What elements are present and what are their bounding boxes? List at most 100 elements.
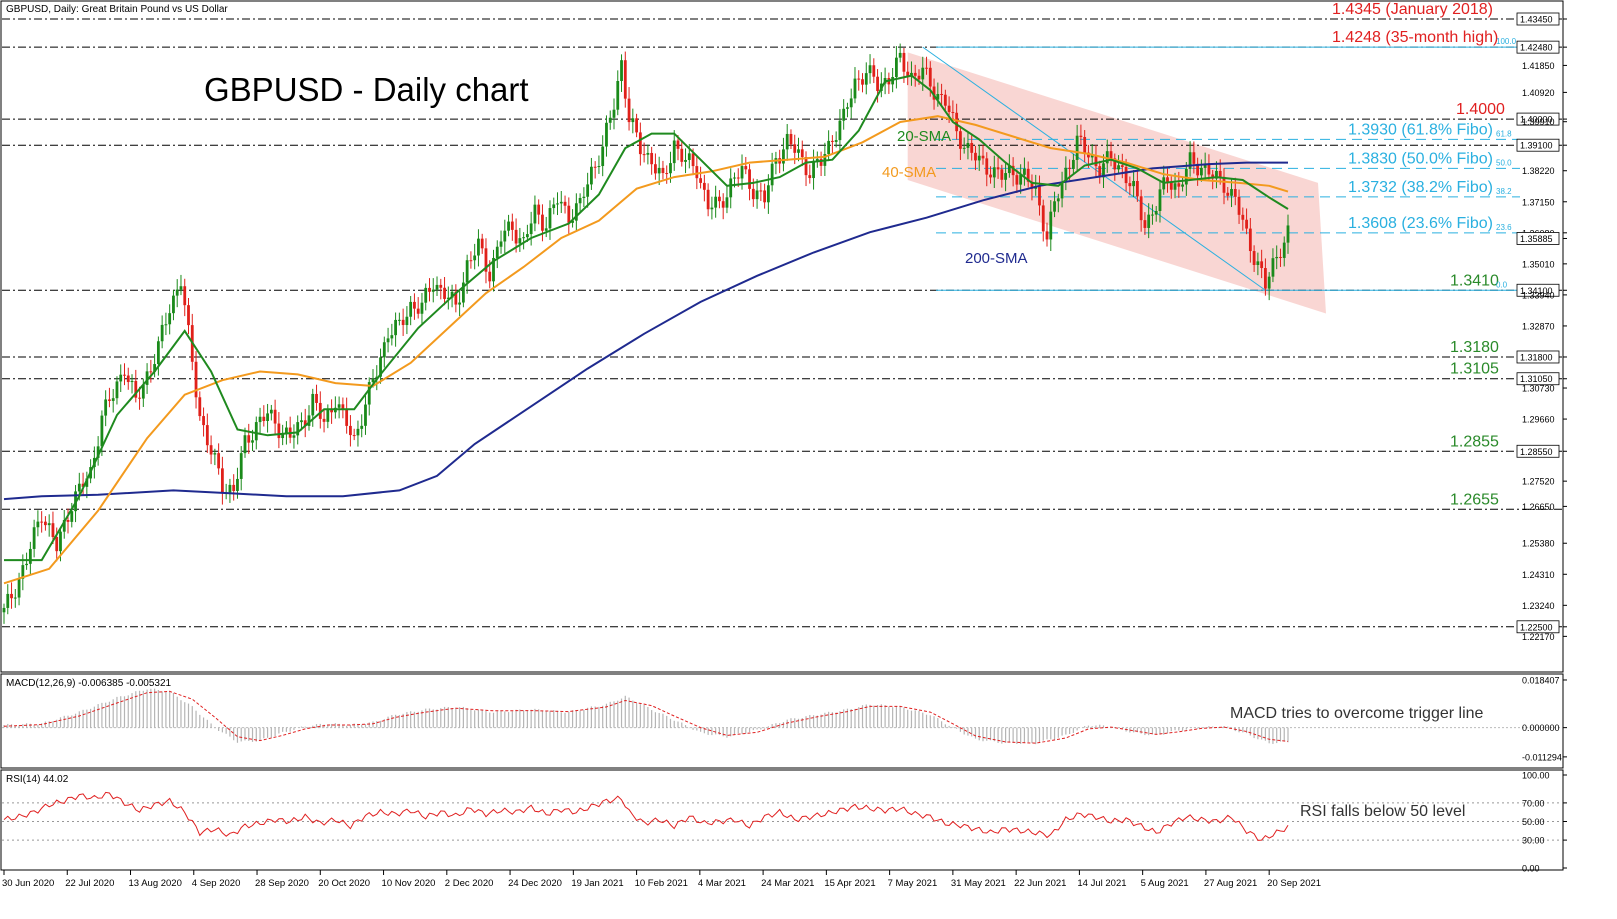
candle-body — [548, 208, 552, 229]
candle-body — [371, 378, 375, 383]
candle-body — [981, 155, 985, 159]
candle-body — [394, 319, 398, 336]
price-tick-label: 1.24310 — [1522, 570, 1555, 580]
candle-body — [254, 422, 258, 441]
candle-body — [951, 111, 955, 113]
candle-body — [800, 149, 804, 158]
candle-body — [1053, 201, 1056, 212]
candle-body — [416, 308, 420, 314]
candle-body — [638, 132, 642, 155]
candle-body — [556, 203, 559, 205]
candle-body — [646, 152, 650, 155]
candle-body — [623, 60, 627, 99]
candle-body — [51, 523, 55, 538]
candle-body — [503, 230, 507, 242]
candle-body — [262, 416, 266, 422]
price-tick-label: 1.39100 — [1520, 141, 1553, 151]
candle-body — [1154, 210, 1158, 215]
candle-body — [815, 158, 819, 161]
candle-body — [450, 291, 454, 298]
candle-body — [40, 521, 44, 523]
candle-body — [853, 78, 857, 99]
candle-body — [635, 118, 638, 133]
candle-body — [44, 521, 47, 526]
candle-body — [405, 316, 409, 326]
candle-body — [661, 167, 665, 174]
candle-body — [141, 384, 145, 399]
candle-body — [300, 420, 303, 423]
candle-body — [1011, 165, 1015, 176]
candle-body — [1045, 231, 1049, 240]
candle-body — [959, 131, 962, 149]
falling-channel-layer — [907, 52, 1326, 314]
candle-body — [266, 413, 269, 422]
candle-body — [876, 76, 879, 91]
candle-body — [337, 404, 341, 408]
candle-body — [187, 305, 190, 326]
price-tick-label: 1.25380 — [1522, 539, 1555, 549]
candle-body — [100, 415, 104, 447]
candle-body — [1128, 183, 1132, 187]
candle-body — [1181, 184, 1184, 187]
candle-body — [1248, 228, 1252, 252]
candle-body — [1026, 168, 1030, 182]
rsi-tick-label: 50.00 — [1522, 817, 1545, 827]
candle-body — [740, 166, 744, 179]
candle-body — [111, 398, 115, 401]
candle-body — [669, 163, 672, 174]
candle-body — [1158, 189, 1162, 211]
candle-body — [699, 178, 702, 183]
candle-body — [729, 178, 733, 198]
candle-body — [1218, 170, 1222, 177]
candle-body — [104, 399, 108, 416]
candle-body — [759, 190, 763, 192]
date-tick-label: 14 Jul 2021 — [1077, 878, 1126, 889]
candle-body — [281, 433, 285, 439]
fibo-tag: 23.6 — [1496, 223, 1512, 232]
sma40-label: 40-SMA — [882, 164, 936, 181]
candle-body — [13, 597, 17, 599]
candle-body — [484, 248, 488, 272]
candle-body — [563, 201, 567, 206]
price-tag-box — [1516, 12, 1560, 26]
sma40-line — [3, 115, 1289, 585]
candle-body — [913, 72, 917, 76]
candle-body — [612, 109, 616, 118]
price-tick-label: 1.35885 — [1520, 234, 1553, 244]
candle-body — [725, 197, 729, 208]
candle-body — [409, 301, 413, 317]
candle-body — [228, 484, 232, 493]
candle-body — [590, 166, 593, 185]
candle-body — [1094, 155, 1098, 167]
fibo-diagonal — [922, 46, 1266, 291]
candle-body — [1177, 183, 1181, 187]
candle-body — [1188, 152, 1192, 169]
date-tick-label: 20 Oct 2020 — [318, 878, 370, 889]
candle-body — [687, 153, 691, 160]
candle-body — [1068, 167, 1072, 169]
candle-body — [804, 157, 808, 176]
candle-body — [77, 483, 81, 492]
candle-body — [1019, 174, 1023, 185]
candle-body — [1237, 196, 1241, 215]
candle-body — [654, 164, 657, 174]
price-tick-label: 1.32870 — [1522, 321, 1555, 331]
price-tick-label: 1.41850 — [1522, 61, 1555, 71]
date-tick-label: 10 Nov 2020 — [382, 878, 436, 889]
candle-body — [943, 94, 947, 106]
sma20-label: 20-SMA — [897, 128, 951, 145]
candle-body — [220, 468, 224, 493]
candle-body — [947, 105, 951, 112]
level-label: 1.3410 — [1450, 272, 1499, 289]
candle-body — [1166, 177, 1169, 182]
candle-body — [85, 478, 89, 487]
candle-body — [239, 453, 243, 479]
candle-body — [397, 319, 401, 321]
fibo-label: 1.3930 (61.8% Fibo) — [1348, 121, 1493, 138]
candle-body — [672, 140, 676, 164]
candle-body — [322, 418, 326, 422]
candle-body — [605, 122, 608, 147]
candle-body — [894, 57, 898, 77]
date-tick-label: 7 May 2021 — [888, 878, 938, 889]
candle-body — [1064, 167, 1068, 182]
